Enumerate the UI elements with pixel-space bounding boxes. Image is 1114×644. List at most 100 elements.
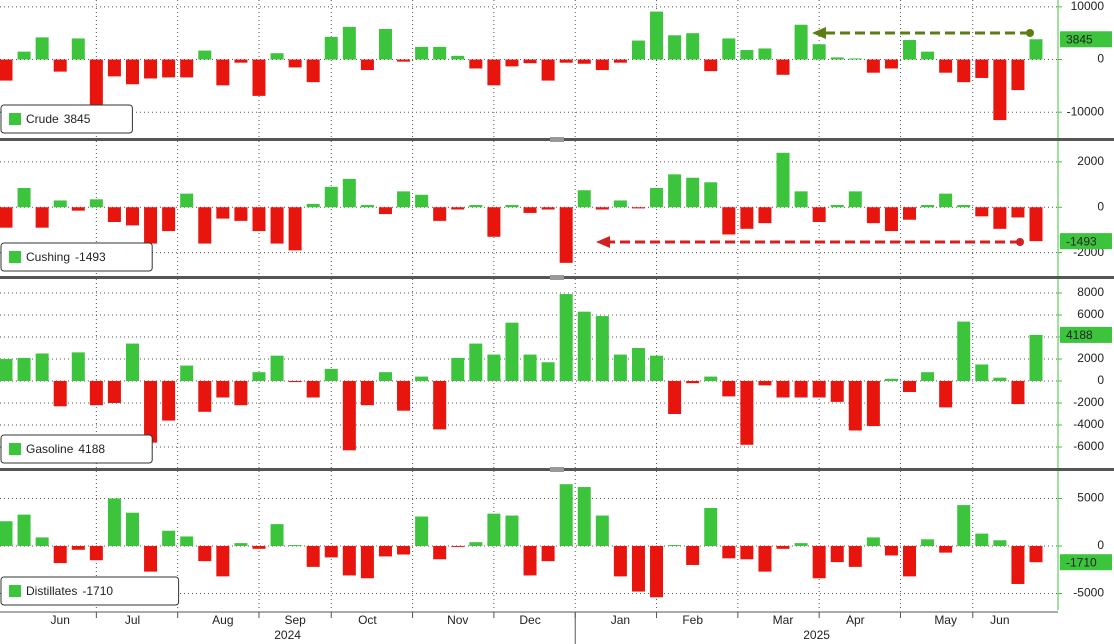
last-value-tag (1060, 326, 1112, 343)
last-value-tag (1060, 233, 1112, 250)
bar (903, 545, 917, 577)
bar (559, 294, 573, 381)
y-tick-label: 6000 (1077, 307, 1104, 321)
bar (144, 207, 158, 244)
bar (433, 46, 447, 60)
bar (198, 380, 212, 412)
bar (668, 380, 682, 414)
legend-box (0, 434, 153, 464)
bar (541, 362, 555, 381)
bar (939, 380, 953, 408)
bar (306, 203, 320, 208)
bar (378, 545, 392, 557)
bar (577, 311, 591, 381)
bar (523, 354, 537, 381)
bar (469, 542, 483, 546)
panel-handle (550, 137, 564, 142)
x-tick-label: Nov (447, 613, 468, 627)
bar (1029, 334, 1043, 381)
bar (252, 59, 266, 96)
x-tick-label: Jun (51, 613, 70, 627)
bar (776, 152, 790, 208)
bar (198, 50, 212, 60)
bar (631, 40, 645, 60)
bar (71, 38, 85, 60)
bar (125, 343, 139, 381)
bar (451, 357, 465, 381)
bar (107, 380, 121, 403)
bar (794, 543, 808, 546)
bar (1011, 380, 1025, 405)
bar (433, 545, 447, 560)
bar (830, 57, 844, 60)
bar (794, 24, 808, 60)
bar (125, 207, 139, 226)
bar (686, 380, 700, 384)
x-tick-label: Aug (212, 613, 233, 627)
bar (722, 207, 736, 235)
bar (613, 200, 627, 208)
x-tick-label: May (934, 613, 957, 627)
bar (1011, 59, 1025, 91)
bar (776, 380, 790, 398)
bar (324, 186, 338, 208)
crude-arrow-dot (1026, 29, 1034, 37)
bar (975, 533, 989, 546)
bar (360, 380, 374, 406)
bar (541, 207, 555, 210)
bar (993, 207, 1007, 229)
bar (342, 380, 356, 451)
bar (595, 59, 609, 71)
bar (234, 207, 248, 221)
bar (939, 545, 953, 553)
bar (903, 207, 917, 220)
y-tick-label: 2000 (1077, 351, 1104, 365)
bar (1011, 207, 1025, 218)
bar (89, 545, 103, 561)
bar (866, 59, 880, 73)
y-tick-label: 10000 (1071, 0, 1105, 13)
bar (216, 59, 230, 86)
bar (144, 545, 158, 572)
bar (595, 316, 609, 381)
bar (252, 372, 266, 381)
bar (71, 352, 85, 381)
bar (35, 37, 49, 60)
bar (975, 59, 989, 78)
bar (686, 545, 700, 565)
bar (288, 545, 302, 546)
bar (740, 545, 754, 560)
panel-handle (550, 275, 564, 280)
last-value-tag (1060, 554, 1112, 571)
bar (306, 59, 320, 83)
x-tick-label: Jul (125, 613, 140, 627)
bar (252, 545, 266, 549)
legend: Distillates -1710 (0, 576, 180, 606)
bar (17, 514, 31, 546)
y-tick-label: 2000 (1077, 154, 1104, 168)
bar (234, 543, 248, 546)
bar (288, 59, 302, 68)
legend-swatch (9, 585, 21, 597)
bar (613, 354, 627, 381)
bar (758, 48, 772, 60)
bar (125, 59, 139, 85)
bar (668, 174, 682, 208)
year-label: 2025 (803, 628, 830, 642)
bar (89, 59, 103, 111)
bar (107, 59, 121, 77)
bar (848, 191, 862, 208)
bar (866, 537, 880, 546)
bar (162, 59, 176, 78)
legend-label: Distillates -1710 (26, 584, 113, 598)
bar (342, 26, 356, 60)
bar (939, 193, 953, 208)
bar (830, 545, 844, 563)
bar (613, 59, 627, 63)
bar (758, 380, 772, 386)
bar (71, 207, 85, 211)
bar (107, 207, 121, 222)
bar (324, 36, 338, 60)
bar (704, 59, 718, 72)
bar (975, 364, 989, 381)
